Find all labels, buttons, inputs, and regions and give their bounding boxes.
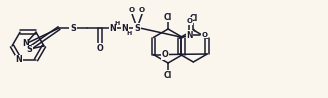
Text: -: - — [206, 34, 209, 44]
Text: O: O — [162, 50, 169, 59]
Text: H: H — [127, 31, 132, 36]
Text: O: O — [139, 7, 145, 13]
Text: N: N — [186, 30, 193, 39]
Text: N: N — [122, 24, 129, 33]
Text: O: O — [129, 7, 135, 13]
Text: N: N — [16, 55, 22, 64]
Text: S: S — [134, 24, 140, 33]
Text: Cl: Cl — [164, 13, 172, 21]
Text: N: N — [110, 24, 116, 33]
Text: N: N — [22, 39, 29, 48]
Text: +: + — [191, 28, 196, 33]
Text: Cl: Cl — [164, 70, 172, 79]
Text: O: O — [97, 44, 103, 53]
Text: O: O — [187, 18, 193, 24]
Text: H: H — [114, 21, 120, 26]
Text: S: S — [27, 45, 32, 54]
Text: Cl: Cl — [189, 14, 197, 23]
Text: S: S — [70, 24, 76, 33]
Text: O: O — [201, 32, 208, 38]
